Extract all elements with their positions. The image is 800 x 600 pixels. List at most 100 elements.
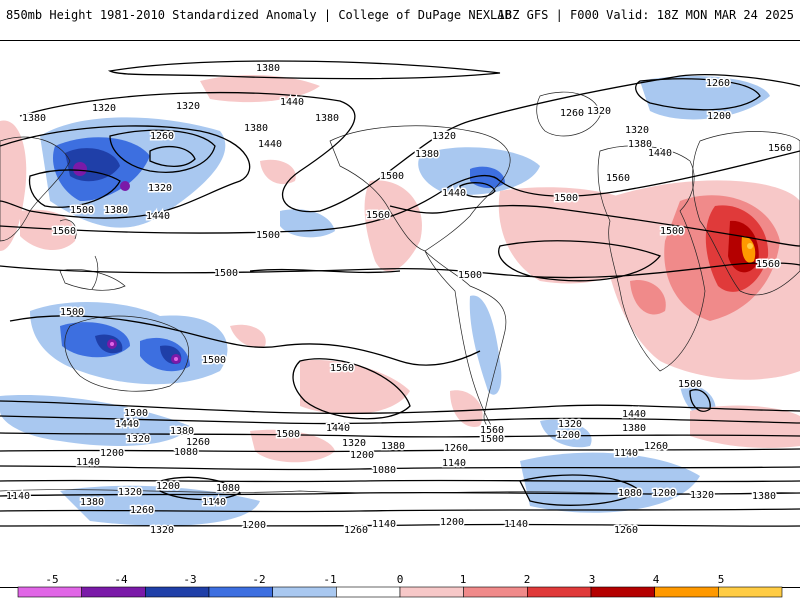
colorbar-ticks: -5 -4 -3 -2 -1 0 1 2 3 4 5 (45, 574, 724, 586)
contour-label: 1260 (344, 525, 368, 536)
contour-label: 1560 (606, 173, 630, 184)
contour-label: 1260 (614, 525, 638, 536)
contour-label: 1320 (432, 131, 456, 142)
contour-label: 1200 (156, 481, 180, 492)
contour-label: 1500 (380, 171, 404, 182)
model-valid-time: 18Z GFS | F000 Valid: 18Z MON MAR 24 202… (497, 8, 794, 22)
colorbar-tick-label: -1 (323, 574, 336, 586)
anomaly-map: 1380 1320 1320 1440 1380 1380 1260 1380 … (0, 40, 800, 588)
contour-label: 1080 (174, 447, 198, 458)
contour-label: 1440 (622, 409, 646, 420)
contour-label: 1440 (326, 423, 350, 434)
contour-label: 1560 (756, 259, 780, 270)
contour-label: 1380 (244, 123, 268, 134)
anomaly-colorbar: -5 -4 -3 -2 -1 0 1 2 3 4 5 (17, 574, 783, 598)
contour-label: 1380 (80, 497, 104, 508)
contour-label: 1560 (52, 226, 76, 237)
colorbar-tick-label: 2 (524, 574, 531, 586)
contour-label: 1140 (76, 457, 100, 468)
colorbar-tick-label: 4 (653, 574, 660, 586)
contour-label: 1320 (126, 434, 150, 445)
contour-label: 1320 (587, 106, 611, 117)
contour-label: 1320 (342, 438, 366, 449)
colorbar-tick-label: 3 (589, 574, 596, 586)
colorbar-swatch (590, 586, 655, 598)
contour-label: 1380 (752, 491, 776, 502)
colorbar-swatch (336, 586, 401, 598)
colorbar-tick-label: 1 (460, 574, 467, 586)
contour-label: 1140 (442, 458, 466, 469)
contour-label: 1500 (458, 270, 482, 281)
contour-label: 1260 (706, 78, 730, 89)
contour-label: 1260 (644, 441, 668, 452)
contour-label: 1380 (628, 139, 652, 150)
contour-label: 1440 (258, 139, 282, 150)
contour-label: 1200 (100, 448, 124, 459)
contour-label: 1500 (70, 205, 94, 216)
contour-label: 1560 (330, 363, 354, 374)
contour-label: 1200 (242, 520, 266, 531)
map-header: 850mb Height 1981-2010 Standardized Anom… (0, 0, 800, 40)
contour-label: 1080 (618, 488, 642, 499)
colorbar-tick-label: -2 (252, 574, 265, 586)
contour-label: 1140 (504, 519, 528, 530)
map-title: 850mb Height 1981-2010 Standardized Anom… (6, 8, 512, 22)
colorbar-swatch (654, 586, 719, 598)
contour-label: 1380 (170, 426, 194, 437)
contour-label: 1500 (678, 379, 702, 390)
colorbar-swatch (399, 586, 464, 598)
contour-label: 1320 (118, 487, 142, 498)
contour-label: 1140 (614, 448, 638, 459)
contour-label: 1500 (124, 408, 148, 419)
colorbar-tick-label: 0 (397, 574, 404, 586)
contour-label: 1440 (442, 188, 466, 199)
contour-label: 1500 (554, 193, 578, 204)
contour-label: 1560 (480, 425, 504, 436)
colorbar-swatch (527, 586, 592, 598)
colorbar-tick-label: -5 (45, 574, 58, 586)
colorbar-swatch (463, 586, 528, 598)
contour-label: 1380 (415, 149, 439, 160)
colorbar-swatch (208, 586, 273, 598)
contour-label: 1200 (350, 450, 374, 461)
colorbar-swatches (17, 586, 783, 598)
colorbar-swatch (718, 586, 783, 598)
colorbar-tick-label: 5 (718, 574, 725, 586)
colorbar-swatch (81, 586, 146, 598)
contour-label: 1260 (150, 131, 174, 142)
contour-label: 1380 (315, 113, 339, 124)
contour-label: 1440 (115, 419, 139, 430)
contour-label: 1500 (480, 434, 504, 445)
contour-label: 1140 (372, 519, 396, 530)
colorbar-tick-label: -3 (183, 574, 196, 586)
contour-label: 1440 (648, 148, 672, 159)
contour-label: 1320 (92, 103, 116, 114)
contour-label: 1500 (60, 307, 84, 318)
contour-label: 1080 (216, 483, 240, 494)
contour-label: 1560 (366, 210, 390, 221)
contour-label: 1500 (214, 268, 238, 279)
contour-label: 1500 (276, 429, 300, 440)
contour-label: 1200 (440, 517, 464, 528)
contour-label: 1380 (381, 441, 405, 452)
colorbar-swatch (17, 586, 82, 598)
contour-label: 1320 (558, 419, 582, 430)
contour-label: 1380 (104, 205, 128, 216)
contour-label: 1260 (186, 437, 210, 448)
contour-label: 1140 (202, 497, 226, 508)
contour-label: 1200 (652, 488, 676, 499)
contour-label: 1560 (768, 143, 792, 154)
contour-label: 1380 (22, 113, 46, 124)
contour-label: 1380 (622, 423, 646, 434)
contour-label: 1260 (444, 443, 468, 454)
contour-label: 1200 (707, 111, 731, 122)
contour-label: 1440 (280, 97, 304, 108)
map-svg: 1380 1320 1320 1440 1380 1380 1260 1380 … (0, 60, 800, 538)
colorbar-swatch (272, 586, 337, 598)
contour-label: 1500 (660, 226, 684, 237)
contour-label: 1260 (130, 505, 154, 516)
contour-label: 1320 (176, 101, 200, 112)
contour-label: 1320 (148, 183, 172, 194)
contour-label: 1140 (6, 491, 30, 502)
contour-label: 1260 (560, 108, 584, 119)
